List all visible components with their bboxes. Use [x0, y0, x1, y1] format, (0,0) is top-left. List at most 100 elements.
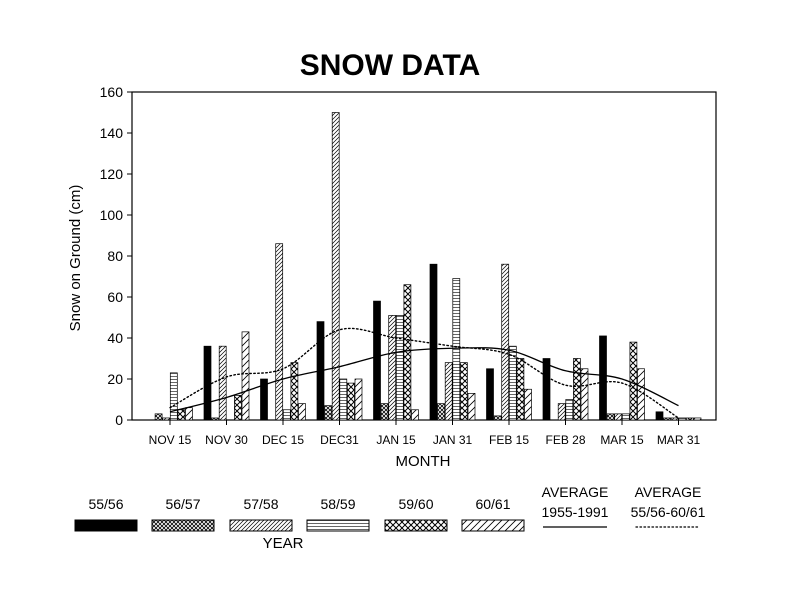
bar — [693, 417, 702, 421]
x-tick-label: NOV 30 — [205, 433, 248, 447]
bar — [203, 345, 212, 421]
chart-title: SNOW DATA — [300, 49, 481, 82]
bar — [437, 403, 445, 421]
legend-swatch — [461, 519, 525, 532]
bar-series-group — [154, 112, 702, 421]
bar-series-55-56 — [203, 263, 664, 421]
bar — [290, 362, 299, 421]
bar — [154, 413, 163, 421]
y-axis: 0 20 40 60 80 100 120 140 160 — [100, 84, 132, 428]
bar — [663, 417, 671, 421]
bar — [573, 358, 581, 421]
x-tick-label: MAR 15 — [600, 433, 644, 447]
bar — [218, 345, 227, 421]
bar — [524, 388, 532, 421]
x-axis: NOV 15 NOV 30 DEC 15 DEC31 JAN 15 JAN 31 FEB 1… — [149, 420, 701, 447]
legend-swatch — [229, 519, 293, 532]
y-tick-label: 60 — [107, 289, 123, 305]
bar — [339, 378, 348, 421]
bar — [395, 315, 404, 421]
x-tick-label: MAR 31 — [657, 433, 701, 447]
bar — [670, 417, 679, 421]
bar — [460, 362, 468, 421]
bar — [411, 409, 419, 421]
bar — [655, 411, 664, 421]
y-tick-label: 40 — [107, 330, 123, 346]
legend-label: AVERAGE — [542, 484, 609, 500]
bar — [565, 399, 574, 421]
average-lines-group — [169, 327, 680, 419]
legend-label: 57/58 — [243, 496, 278, 512]
legend-title: YEAR — [263, 535, 304, 552]
x-tick-label: JAN 31 — [433, 433, 473, 447]
bar — [241, 331, 250, 421]
bar — [429, 263, 438, 421]
bar — [614, 413, 623, 421]
legend-label: 55/56-60/61 — [631, 504, 706, 520]
x-tick-label: DEC 15 — [262, 433, 304, 447]
bar — [580, 368, 589, 421]
bar — [260, 378, 268, 421]
legend: 55/56 56/57 57/58 58/59 59/60 60/61 AVERAGE 195… — [74, 484, 706, 532]
legend-swatch — [74, 519, 138, 532]
bar-series-57-58 — [162, 112, 679, 421]
bar — [486, 368, 494, 421]
bar — [516, 358, 525, 421]
bar-series-58-59 — [169, 278, 687, 421]
bar — [347, 382, 355, 421]
bar — [234, 395, 242, 421]
bar — [211, 417, 219, 421]
legend-label: 59/60 — [398, 496, 433, 512]
x-tick-label: DEC31 — [320, 433, 359, 447]
bar — [599, 335, 607, 421]
bar — [606, 413, 615, 421]
bar-series-60-61 — [185, 331, 702, 421]
x-tick-label: FEB 15 — [489, 433, 529, 447]
bar — [557, 403, 566, 421]
average-line-1955-1991 — [169, 347, 679, 413]
bar — [678, 417, 687, 421]
legend-label: 1955-1991 — [542, 504, 609, 520]
bar — [373, 300, 381, 421]
average-line-55-56-60-61 — [169, 327, 680, 419]
legend-label: AVERAGE — [635, 484, 702, 500]
bar — [380, 403, 389, 421]
legend-label: 60/61 — [475, 496, 510, 512]
bar — [493, 415, 502, 421]
y-tick-label: 80 — [107, 248, 123, 264]
bar — [621, 413, 630, 421]
y-axis-label: Snow on Ground (cm) — [67, 185, 84, 332]
bar — [185, 407, 193, 421]
legend-swatch — [384, 519, 448, 532]
bar — [162, 417, 171, 421]
x-tick-label: NOV 15 — [149, 433, 192, 447]
legend-swatch — [151, 519, 215, 532]
bar — [508, 345, 517, 421]
bar — [275, 243, 284, 421]
bar — [452, 278, 461, 421]
bar — [177, 409, 186, 421]
bar — [298, 403, 306, 421]
bar — [354, 378, 363, 421]
y-tick-label: 20 — [107, 371, 123, 387]
bar — [331, 112, 340, 421]
bar — [324, 405, 332, 421]
legend-swatch — [306, 519, 370, 532]
legend-label: 56/57 — [165, 496, 200, 512]
bar — [169, 372, 178, 421]
legend-label: 55/56 — [88, 496, 123, 512]
y-tick-label: 0 — [115, 412, 123, 428]
y-tick-label: 140 — [100, 125, 124, 141]
bar — [282, 409, 291, 421]
bar-series-59-60 — [177, 284, 694, 421]
y-tick-label: 160 — [100, 84, 124, 100]
bar — [467, 393, 476, 421]
bar — [542, 358, 551, 421]
bar — [403, 284, 412, 421]
bar — [686, 417, 694, 421]
y-tick-label: 120 — [100, 166, 124, 182]
bar — [629, 341, 638, 421]
legend-label: 58/59 — [320, 496, 355, 512]
x-axis-label: MONTH — [396, 453, 451, 470]
